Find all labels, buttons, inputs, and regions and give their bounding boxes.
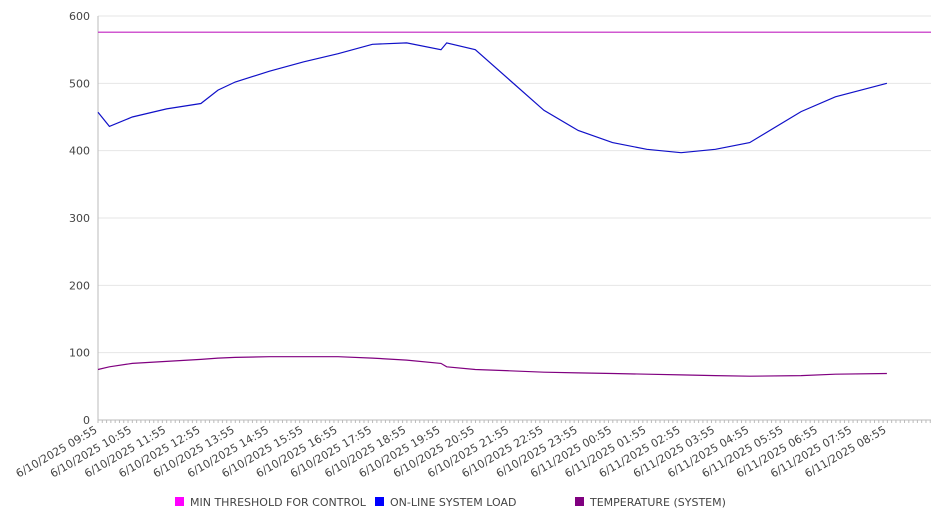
- series-lines: [97, 31, 931, 377]
- legend-label: ON-LINE SYSTEM LOAD: [390, 496, 516, 509]
- y-tick-labels: 0 100 200 300 400 500 600: [69, 10, 90, 427]
- x-tick-labels: 6/10/2025 09:556/10/2025 10:556/10/2025 …: [14, 423, 889, 480]
- legend: MIN THRESHOLD FOR CONTROL ON-LINE SYSTEM …: [175, 496, 726, 509]
- y-tick-label: 600: [69, 10, 90, 23]
- legend-swatch: [175, 497, 184, 506]
- y-tick-label: 0: [83, 414, 90, 427]
- legend-swatch: [375, 497, 384, 506]
- legend-label: TEMPERATURE (SYSTEM): [589, 496, 726, 509]
- series-line-2: [97, 42, 888, 154]
- y-tick-label: 500: [69, 77, 90, 90]
- y-tick-label: 400: [69, 145, 90, 158]
- legend-label: MIN THRESHOLD FOR CONTROL: [190, 496, 367, 509]
- series-line-3: [97, 356, 887, 377]
- y-tick-label: 200: [69, 279, 90, 292]
- y-tick-label: 100: [69, 347, 90, 360]
- axes: [97, 16, 931, 423]
- gridlines: [98, 15, 931, 421]
- y-tick-label: 300: [69, 212, 90, 225]
- legend-swatch: [575, 497, 584, 506]
